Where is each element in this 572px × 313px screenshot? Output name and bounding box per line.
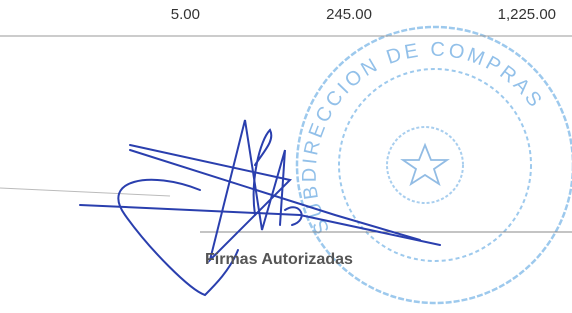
document: SUBDIRECCION DE COMPRAS 5.00 245.00 1,22… [0, 0, 572, 313]
total: 1,225.00 [498, 6, 556, 23]
signature [80, 120, 440, 295]
quantity: 5.00 [171, 6, 200, 23]
faint-rule [0, 188, 170, 196]
page: {"row": {"quantity": "5.00", "unit_price… [0, 0, 572, 313]
signature-label: Firmas Autorizadas [205, 251, 353, 268]
unit-price: 245.00 [326, 6, 372, 23]
